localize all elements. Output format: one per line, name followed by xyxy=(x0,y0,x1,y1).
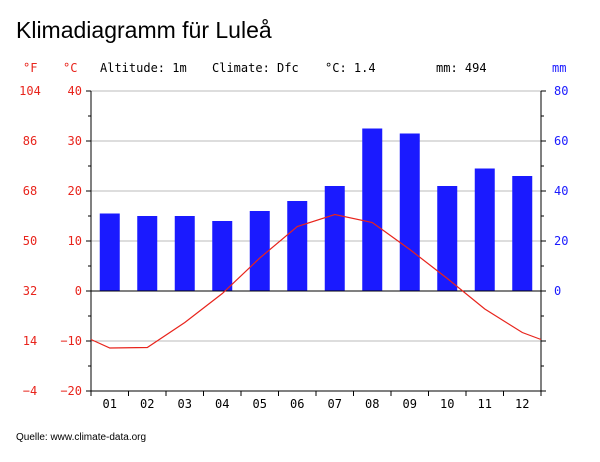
month-tick-label: 12 xyxy=(515,397,529,411)
celsius-tick-label: 20 xyxy=(68,184,82,198)
precip-bar xyxy=(174,216,195,291)
fahrenheit-tick-label: 14 xyxy=(23,334,37,348)
mm-tick-label: 80 xyxy=(554,84,568,98)
axes xyxy=(86,90,546,396)
fahrenheit-tick-label: 68 xyxy=(23,184,37,198)
fahrenheit-unit-label: °F xyxy=(23,61,37,75)
mean-temp-info: °C: 1.4 xyxy=(325,61,376,75)
fahrenheit-tick-label: −4 xyxy=(23,384,37,398)
precip-bar xyxy=(212,221,233,291)
month-tick-label: 08 xyxy=(365,397,379,411)
precip-bar xyxy=(287,201,308,291)
celsius-tick-label: −10 xyxy=(60,334,82,348)
fahrenheit-tick-label: 86 xyxy=(23,134,37,148)
month-tick-label: 07 xyxy=(328,397,342,411)
month-tick-label: 05 xyxy=(253,397,267,411)
month-tick-label: 02 xyxy=(140,397,154,411)
precip-bar xyxy=(137,216,158,291)
chart-title: Klimadiagramm für Luleå xyxy=(16,17,272,43)
altitude-info: Altitude: 1m xyxy=(100,61,187,75)
celsius-tick-label: 40 xyxy=(68,84,82,98)
celsius-tick-label: 10 xyxy=(68,234,82,248)
month-tick-label: 11 xyxy=(478,397,492,411)
precip-bar xyxy=(324,186,345,291)
celsius-tick-label: 30 xyxy=(68,134,82,148)
precip-bar xyxy=(249,211,270,291)
month-tick-label: 10 xyxy=(440,397,454,411)
climate-info: Climate: Dfc xyxy=(212,61,299,75)
precip-bar xyxy=(512,176,533,291)
celsius-tick-label: 0 xyxy=(75,284,82,298)
celsius-unit-label: °C xyxy=(63,61,77,75)
precip-total-info: mm: 494 xyxy=(436,61,487,75)
fahrenheit-tick-label: 32 xyxy=(23,284,37,298)
precip-bar xyxy=(99,213,120,291)
precip-bar xyxy=(399,133,420,291)
precipitation-bars xyxy=(99,128,533,291)
month-tick-label: 04 xyxy=(215,397,229,411)
precip-bar xyxy=(437,186,458,291)
mm-tick-label: 20 xyxy=(554,234,568,248)
tick-labels: −20−10010203040−414325068861040204060800… xyxy=(19,84,568,411)
fahrenheit-tick-label: 104 xyxy=(19,84,41,98)
gridlines xyxy=(91,90,541,342)
month-tick-label: 09 xyxy=(403,397,417,411)
mm-unit-label: mm xyxy=(552,61,566,75)
month-tick-label: 01 xyxy=(103,397,117,411)
source-credit: Quelle: www.climate-data.org xyxy=(16,432,146,443)
temperature-line xyxy=(90,213,542,349)
precip-bar xyxy=(362,128,383,291)
temperature-curve xyxy=(90,213,542,349)
month-tick-label: 03 xyxy=(178,397,192,411)
celsius-tick-label: −20 xyxy=(60,384,82,398)
mm-tick-label: 40 xyxy=(554,184,568,198)
precip-bar xyxy=(474,168,495,291)
mm-tick-label: 0 xyxy=(554,284,561,298)
month-tick-label: 06 xyxy=(290,397,304,411)
fahrenheit-tick-label: 50 xyxy=(23,234,37,248)
mm-tick-label: 60 xyxy=(554,134,568,148)
